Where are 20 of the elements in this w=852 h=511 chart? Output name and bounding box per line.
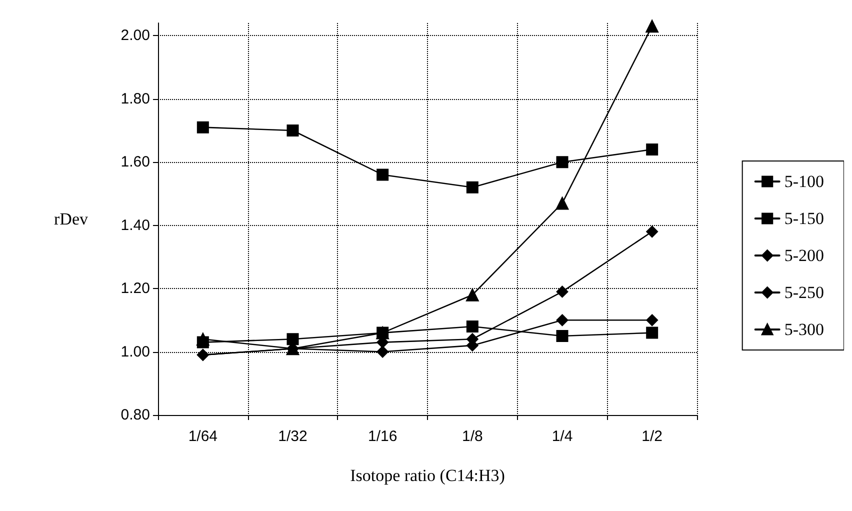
y-tick-label: 0.80 (120, 406, 150, 424)
y-tick-label: 1.80 (120, 90, 150, 108)
x-tick-label: 1/16 (368, 428, 398, 445)
x-tick-label: 1/2 (642, 428, 663, 445)
y-tick-label: 2.00 (120, 27, 150, 44)
x-tick-label: 1/64 (188, 428, 218, 445)
legend-label: 5-150 (784, 209, 824, 228)
x-axis-title: Isotope ratio (C14:H3) (350, 466, 505, 485)
y-tick-label: 1.40 (120, 216, 150, 234)
x-tick-label: 1/4 (552, 428, 573, 445)
legend-label: 5-100 (784, 172, 824, 191)
legend-label: 5-200 (784, 246, 824, 265)
legend-label: 5-250 (784, 283, 824, 302)
y-tick-label: 1.00 (120, 343, 150, 360)
x-tick-label: 1/8 (462, 428, 483, 445)
legend-label: 5-300 (784, 320, 824, 339)
x-tick-label: 1/32 (278, 428, 308, 445)
y-tick-label: 1.60 (120, 154, 150, 171)
y-axis-title: rDev (54, 210, 88, 228)
y-tick-label: 1.20 (120, 280, 150, 298)
